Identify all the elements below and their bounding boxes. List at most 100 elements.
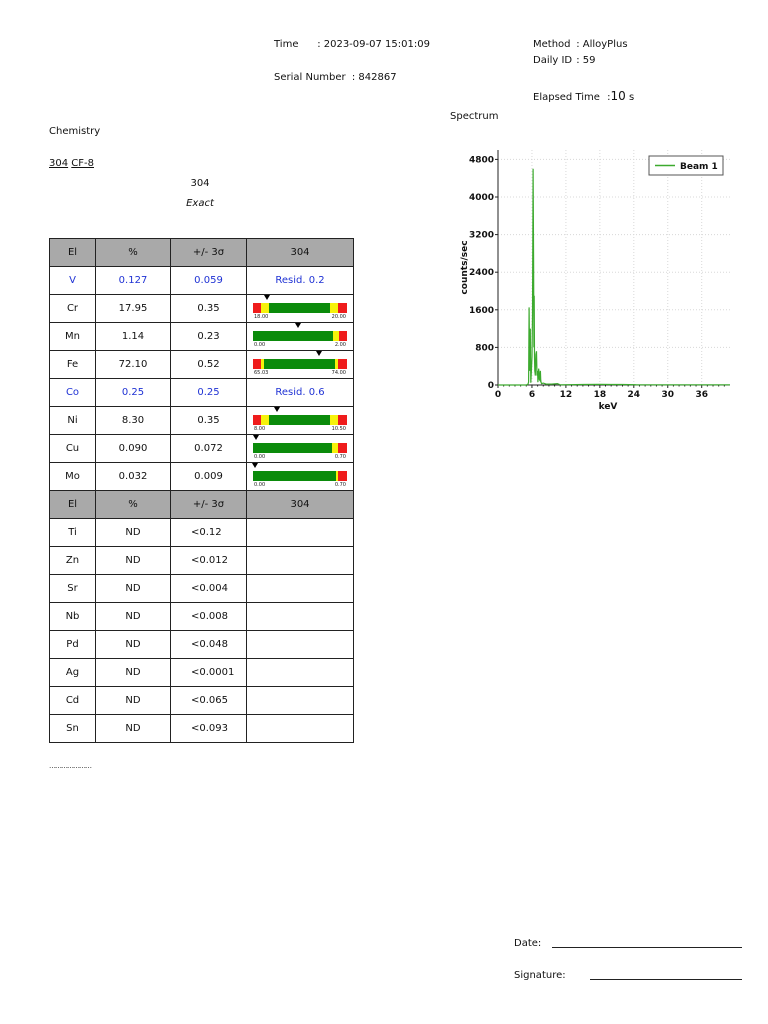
percent-cell: ND	[95, 546, 171, 575]
gauge-bar	[253, 443, 347, 453]
grade-cell	[246, 686, 354, 715]
y-tick-label: 0	[488, 381, 494, 391]
percent-cell: ND	[95, 518, 171, 547]
element-cell: Mn	[49, 322, 96, 351]
element-cell: Cr	[49, 294, 96, 323]
gauge-green	[268, 415, 331, 425]
table-row-not-detected: Cd ND <0.065	[49, 686, 354, 715]
gauge-cell: 8.00 10.50	[246, 406, 354, 435]
error-cell: <0.093	[170, 714, 247, 743]
grade-match-secondary[interactable]: CF-8	[71, 158, 94, 169]
gauge-green	[253, 443, 332, 453]
x-tick-label: 36	[695, 390, 708, 400]
table-header-row: El% +/- 3σ 304	[49, 490, 354, 519]
element-cell: Nb	[49, 602, 96, 631]
gauge-marker	[264, 295, 271, 300]
elapsed-unit: s	[628, 92, 635, 103]
gauge-right-red	[337, 303, 347, 313]
error-cell: <0.12	[170, 518, 247, 547]
y-tick-label: 4000	[469, 193, 494, 203]
table-row: V 0.127 0.059 Resid. 0.2	[49, 266, 354, 295]
gauge-bar	[253, 415, 347, 425]
daily-id-value: : 59	[576, 55, 596, 66]
gauge-low-label: 0.00	[254, 454, 266, 460]
y-tick-label: 3200	[469, 231, 494, 241]
gauge-cell: 18.00 20.00	[246, 294, 354, 323]
table-row-not-detected: Ag ND <0.0001	[49, 658, 354, 687]
serial-label: Serial Number	[274, 72, 346, 83]
element-cell: Pd	[49, 630, 96, 659]
gauge-left-yellow	[261, 415, 269, 425]
table-row-not-detected: Nb ND <0.008	[49, 602, 354, 631]
table-row: Ni 8.30 0.35 8.00 10.50	[49, 406, 354, 435]
error-cell: <0.012	[170, 546, 247, 575]
gauge-bar	[253, 331, 347, 341]
time-row: Time : 2023-09-07 15:01:09	[274, 39, 430, 50]
percent-cell: 1.14	[95, 322, 171, 351]
percent-cell: 0.25	[95, 378, 171, 407]
range-gauge: 65.03 74.00	[252, 351, 348, 378]
gauge-right-yellow	[330, 303, 338, 313]
element-cell: V	[49, 266, 96, 295]
gauge-right-yellow	[330, 415, 338, 425]
range-gauge: 0.00 2.00	[252, 323, 348, 350]
date-line[interactable]	[552, 947, 742, 948]
error-cell: <0.065	[170, 686, 247, 715]
gauge-marker	[252, 435, 259, 440]
header-element: El	[49, 490, 96, 519]
error-cell: 0.009	[170, 462, 247, 491]
element-cell: Sn	[49, 714, 96, 743]
y-tick-label: 800	[475, 343, 494, 353]
element-cell: Cd	[49, 686, 96, 715]
elapsed-prefix: :	[607, 92, 611, 103]
gauge-high-label: 10.50	[331, 426, 346, 432]
gauge-left-red	[253, 303, 262, 313]
signature-line[interactable]	[590, 979, 742, 980]
table-row: Cu 0.090 0.072 0.00 0.70	[49, 434, 354, 463]
error-cell: 0.059	[170, 266, 247, 295]
error-cell: 0.25	[170, 378, 247, 407]
serial-value: : 842867	[351, 72, 397, 83]
table-row: Mo 0.032 0.009 0.00 0.70	[49, 462, 354, 491]
gauge-green	[264, 359, 335, 369]
gauge-marker	[273, 407, 280, 412]
x-axis-title: keV	[599, 402, 618, 412]
element-cell: Sr	[49, 574, 96, 603]
table-row: Fe 72.10 0.52 65.03 74.00	[49, 350, 354, 379]
grade-name: 304	[190, 178, 210, 189]
element-cell: Cu	[49, 434, 96, 463]
gauge-high-label: 0.70	[334, 482, 346, 488]
method-row: Method : AlloyPlus	[533, 39, 628, 50]
header-percent: %	[95, 490, 171, 519]
percent-cell: ND	[95, 602, 171, 631]
grade-match-primary[interactable]: 304	[49, 158, 69, 169]
table-row: Co 0.25 0.25 Resid. 0.6	[49, 378, 354, 407]
grade-cell	[246, 574, 354, 603]
gauge-cell: 0.00 2.00	[246, 322, 354, 351]
gauge-high-label: 2.00	[334, 342, 346, 348]
error-cell: 0.52	[170, 350, 247, 379]
elapsed-row: Elapsed Time :10 s	[533, 89, 634, 103]
gauge-low-label: 0.00	[254, 482, 266, 488]
grade-cell	[246, 714, 354, 743]
gauge-right-yellow	[335, 471, 338, 481]
gauge-green	[268, 303, 331, 313]
gauge-left-red	[253, 415, 262, 425]
spectrum-title: Spectrum	[450, 111, 499, 122]
percent-cell: ND	[95, 714, 171, 743]
error-cell: 0.35	[170, 294, 247, 323]
table-row-not-detected: Sn ND <0.093	[49, 714, 354, 743]
error-cell: <0.004	[170, 574, 247, 603]
table-row-not-detected: Pd ND <0.048	[49, 630, 354, 659]
error-cell: 0.072	[170, 434, 247, 463]
percent-cell: 17.95	[95, 294, 171, 323]
daily-id-label: Daily ID	[533, 55, 573, 66]
gauge-high-label: 74.00	[331, 370, 346, 376]
grade-match-links: 304 CF-8	[49, 158, 94, 169]
percent-cell: ND	[95, 574, 171, 603]
gauge-bar	[253, 471, 347, 481]
percent-cell: 0.032	[95, 462, 171, 491]
element-cell: Mo	[49, 462, 96, 491]
match-quality: Exact	[186, 198, 214, 209]
table-header-row: El% +/- 3σ 304	[49, 238, 354, 267]
